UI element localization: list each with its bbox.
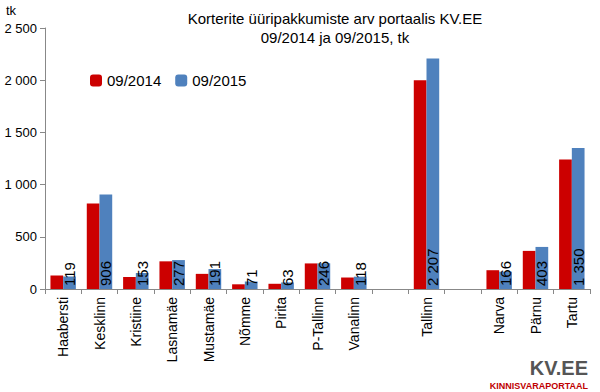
- svg-text:1 500: 1 500: [4, 125, 37, 140]
- svg-text:1 000: 1 000: [4, 177, 37, 192]
- svg-text:Korterite üüripakkumiste arv p: Korterite üüripakkumiste arv portaalis K…: [188, 10, 483, 27]
- svg-text:09/2014 ja 09/2015, tk: 09/2014 ja 09/2015, tk: [261, 29, 410, 46]
- svg-text:153: 153: [134, 261, 151, 286]
- svg-text:71: 71: [243, 269, 260, 286]
- svg-text:Pirita: Pirita: [273, 297, 289, 329]
- svg-text:Narva: Narva: [491, 297, 507, 335]
- svg-text:Tallinn: Tallinn: [419, 297, 435, 337]
- svg-text:09/2014: 09/2014: [107, 72, 161, 89]
- svg-text:63: 63: [279, 269, 296, 286]
- svg-text:Mustamäe: Mustamäe: [201, 297, 217, 363]
- svg-text:KV.EE: KV.EE: [530, 357, 588, 379]
- svg-text:1 350: 1 350: [570, 248, 587, 286]
- svg-text:Kristiine: Kristiine: [128, 297, 144, 347]
- svg-text:Pärnu: Pärnu: [528, 297, 544, 334]
- svg-text:119: 119: [61, 262, 78, 286]
- svg-text:09/2015: 09/2015: [192, 72, 246, 89]
- svg-text:403: 403: [533, 261, 550, 286]
- svg-text:Tartu: Tartu: [564, 297, 580, 328]
- svg-text:118: 118: [352, 262, 369, 286]
- svg-text:Nõmme: Nõmme: [237, 297, 253, 346]
- svg-text:906: 906: [97, 261, 114, 286]
- svg-text:KINNISVARAPORTAAL: KINNISVARAPORTAAL: [490, 381, 589, 391]
- svg-text:Vanalinn: Vanalinn: [346, 297, 362, 350]
- svg-text:500: 500: [15, 229, 37, 244]
- svg-text:Haabersti: Haabersti: [55, 297, 71, 357]
- svg-text:166: 166: [497, 261, 514, 286]
- svg-text:277: 277: [170, 261, 187, 286]
- svg-text:P-Tallinn: P-Tallinn: [310, 297, 326, 351]
- svg-text:2 207: 2 207: [424, 248, 441, 286]
- svg-text:246: 246: [315, 261, 332, 286]
- svg-text:Kesklinn: Kesklinn: [92, 297, 108, 350]
- svg-text:Lasnamäe: Lasnamäe: [164, 297, 180, 363]
- svg-text:2 500: 2 500: [4, 21, 37, 36]
- svg-text:2 000: 2 000: [4, 73, 37, 88]
- svg-text:191: 191: [206, 261, 223, 286]
- svg-text:0: 0: [30, 282, 37, 297]
- svg-text:tk: tk: [6, 3, 17, 18]
